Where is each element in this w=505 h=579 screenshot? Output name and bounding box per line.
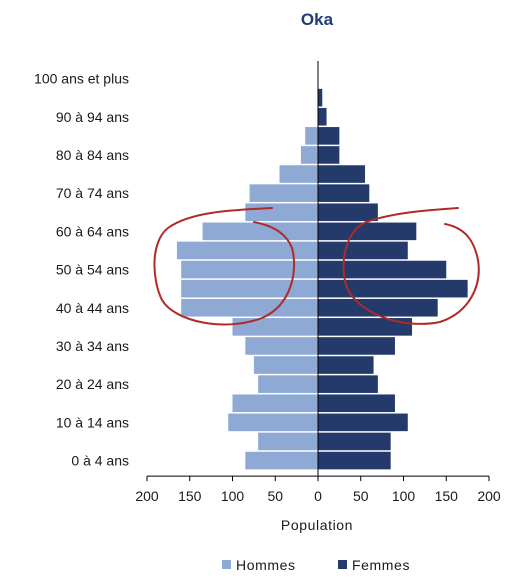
bar-hommes-11: [176, 241, 318, 260]
bar-hommes-13: [245, 203, 318, 222]
bar-hommes-14: [249, 184, 318, 202]
bar-hommes-12: [202, 222, 318, 241]
legend-swatch-1: [338, 560, 347, 569]
bar-femmes-14: [318, 184, 370, 202]
y-labels-group: 0 à 4 ans 10 à 14 ans 20 à 24 ans 30 à 34 a…: [34, 71, 129, 469]
x-tick-label-2: 100: [221, 488, 245, 504]
bar-hommes-3: [232, 394, 318, 413]
bar-hommes-17: [305, 127, 318, 145]
bar-hommes-9: [181, 279, 318, 298]
bar-femmes-10: [318, 260, 447, 279]
x-tick-label-1: 150: [178, 488, 202, 504]
bar-femmes-0: [318, 451, 391, 470]
y-category-label-20: 100 ans et plus: [34, 71, 129, 87]
y-category-label-10: 50 à 54 ans: [56, 262, 129, 278]
legend-label-1: Femmes: [352, 557, 410, 573]
y-category-label-0: 0 à 4 ans: [71, 453, 129, 469]
bar-femmes-5: [318, 356, 374, 374]
bar-hommes-7: [232, 318, 318, 336]
y-category-label-4: 20 à 24 ans: [56, 376, 129, 392]
bar-femmes-1: [318, 432, 391, 451]
y-category-label-2: 10 à 14 ans: [56, 414, 129, 430]
bar-hommes-4: [258, 375, 318, 393]
x-tick-label-5: 50: [353, 488, 369, 504]
bar-femmes-15: [318, 165, 366, 183]
legend: Hommes Femmes: [222, 557, 410, 573]
y-category-label-16: 80 à 84 ans: [56, 147, 129, 163]
y-category-label-8: 40 à 44 ans: [56, 300, 129, 316]
y-category-label-14: 70 à 74 ans: [56, 185, 129, 201]
x-tick-label-6: 100: [392, 488, 416, 504]
x-tick-label-0: 200: [135, 488, 159, 504]
bar-hommes-1: [258, 432, 318, 451]
bar-femmes-3: [318, 394, 395, 413]
bar-hommes-16: [300, 146, 318, 164]
bars-group: [176, 88, 468, 470]
bar-femmes-9: [318, 279, 468, 298]
bar-femmes-19: [318, 88, 323, 107]
right-circle-annotation: [342, 207, 480, 325]
bar-hommes-15: [279, 165, 318, 183]
bar-femmes-8: [318, 298, 438, 317]
bar-femmes-13: [318, 203, 378, 222]
y-category-label-6: 30 à 34 ans: [56, 338, 129, 354]
legend-swatch-0: [222, 560, 231, 569]
bar-hommes-5: [253, 356, 318, 374]
hand-drawn-annotation: [153, 207, 480, 326]
y-category-label-18: 90 à 94 ans: [56, 109, 129, 125]
bar-hommes-0: [245, 451, 318, 470]
bar-hommes-8: [181, 298, 318, 317]
bar-femmes-12: [318, 222, 417, 241]
left-circle-annotation: [153, 207, 296, 326]
y-category-label-12: 60 à 64 ans: [56, 223, 129, 239]
x-ticks-group: 200 150 100 50 0 50 100 150 200: [135, 476, 501, 504]
bar-femmes-7: [318, 318, 413, 336]
x-tick-label-4: 0: [314, 488, 322, 504]
bar-femmes-17: [318, 127, 340, 145]
bar-femmes-11: [318, 241, 408, 260]
bar-femmes-6: [318, 337, 395, 355]
bar-hommes-6: [245, 337, 318, 355]
x-tick-label-3: 50: [267, 488, 283, 504]
bar-hommes-10: [181, 260, 318, 279]
legend-label-0: Hommes: [236, 557, 296, 573]
chart-title: Oka: [301, 10, 334, 29]
bar-femmes-2: [318, 413, 408, 432]
x-tick-label-7: 150: [435, 488, 459, 504]
x-axis-title: Population: [281, 517, 353, 533]
x-tick-label-8: 200: [477, 488, 501, 504]
bar-femmes-18: [318, 107, 327, 126]
bar-femmes-16: [318, 146, 340, 164]
bar-femmes-4: [318, 375, 378, 393]
bar-hommes-2: [228, 413, 318, 432]
